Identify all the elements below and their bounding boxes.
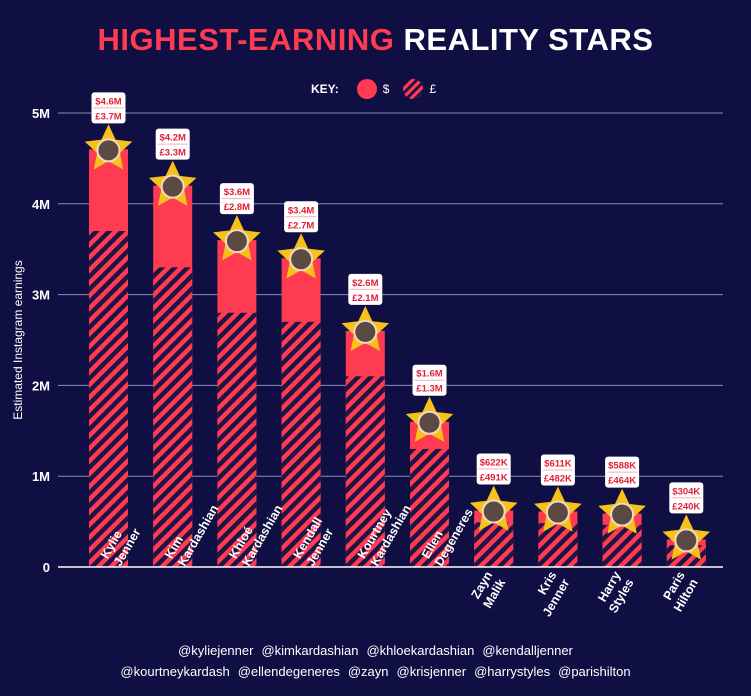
handle-text: @ellendegeneres <box>237 664 340 679</box>
avatar-icon <box>353 319 378 344</box>
chart-title: HIGHEST-EARNING REALITY STARS <box>0 22 751 58</box>
handle-text: @kendalljenner <box>482 643 573 658</box>
bar-gbp <box>217 312 257 567</box>
gbp-value-label: £491K <box>480 473 508 484</box>
handle-text: @krisjenner <box>396 664 467 679</box>
usd-value-label: $4.6M <box>95 96 121 107</box>
usd-value-label: $4.2M <box>159 133 185 144</box>
avatar-icon <box>610 502 635 527</box>
bar-gbp <box>281 321 321 567</box>
handle-text: @zayn <box>347 664 389 679</box>
gbp-value-label: £464K <box>608 476 636 487</box>
gbp-value-label: £2.7M <box>288 220 314 231</box>
avatar-icon <box>481 499 506 524</box>
legend-gbp-label: £ <box>429 82 437 96</box>
usd-value-label: $2.6M <box>352 278 378 289</box>
handle-text: @kimkardashian <box>261 643 359 658</box>
bar-gbp <box>89 231 128 568</box>
gbp-value-label: £240K <box>672 501 700 512</box>
gbp-value-label: £1.3M <box>416 384 442 395</box>
avatar-icon <box>545 500 570 525</box>
usd-value-label: $1.6M <box>416 369 442 380</box>
legend-usd-label: $ <box>382 82 390 96</box>
usd-value-label: $3.4M <box>288 205 314 216</box>
handle-text: @parishilton <box>558 664 631 679</box>
usd-value-label: $588K <box>608 461 636 472</box>
avatar-icon <box>289 247 314 272</box>
bar-chart: 0 1M 2M 3M 4M 5M Estimated Instagram earnings… <box>11 92 723 619</box>
legend-label: KEY: <box>311 82 339 96</box>
handles-row-2: @kourtneykardash @ellendegeneres @zayn @kri… <box>0 661 751 682</box>
title-accent: HIGHEST-EARNING <box>97 22 395 57</box>
avatar-icon <box>160 174 185 199</box>
usd-value-label: $304K <box>672 486 700 497</box>
y-tick-label: 0 <box>43 560 50 575</box>
bar-gbp <box>345 376 385 567</box>
y-tick-label: 3M <box>32 288 50 303</box>
value-labels: $4.6M £3.7M $4.2M £3.3M $3.6M £2.8M $3.4M £2.7M… <box>91 92 704 514</box>
title-rest: REALITY STARS <box>403 22 654 57</box>
gbp-value-label: £3.7M <box>95 111 121 122</box>
y-axis-label: Estimated Instagram earnings <box>11 260 25 419</box>
legend: KEY: $ £ <box>311 78 450 100</box>
avatar-icon <box>224 229 249 254</box>
handle-text: @kourtneykardash <box>120 664 230 679</box>
y-tick-label: 5M <box>32 106 50 121</box>
y-tick-label: 1M <box>32 469 50 484</box>
markers <box>84 124 711 560</box>
usd-value-label: $3.6M <box>224 187 250 198</box>
handle-text: @harrystyles <box>474 664 551 679</box>
bar-gbp <box>153 267 193 567</box>
handle-text: @khloekardashian <box>366 643 475 658</box>
gbp-value-label: £2.1M <box>352 293 378 304</box>
legend-gbp-swatch <box>403 79 424 99</box>
y-axis-ticks: 0 1M 2M 3M 4M 5M <box>32 106 50 575</box>
usd-value-label: $622K <box>480 458 508 469</box>
y-tick-label: 4M <box>32 197 50 212</box>
legend-usd-swatch <box>356 79 377 99</box>
avatar-icon <box>417 410 442 435</box>
gbp-value-label: £2.8M <box>224 202 250 213</box>
gbp-value-label: £482K <box>544 474 572 485</box>
avatar-icon <box>674 528 699 553</box>
avatar-icon <box>96 138 121 163</box>
gbp-value-label: £3.3M <box>159 148 185 159</box>
usd-value-label: $611K <box>544 459 572 470</box>
bar-gbp <box>474 522 514 567</box>
handle-text: @kyliejenner <box>178 643 254 658</box>
y-tick-label: 2M <box>32 378 50 393</box>
bar-gbp <box>410 448 449 567</box>
handles-row-1: @kyliejenner @kimkardashian @khloekardashi… <box>0 640 751 661</box>
instagram-handles: @kyliejenner @kimkardashian @khloekardashi… <box>0 640 751 682</box>
